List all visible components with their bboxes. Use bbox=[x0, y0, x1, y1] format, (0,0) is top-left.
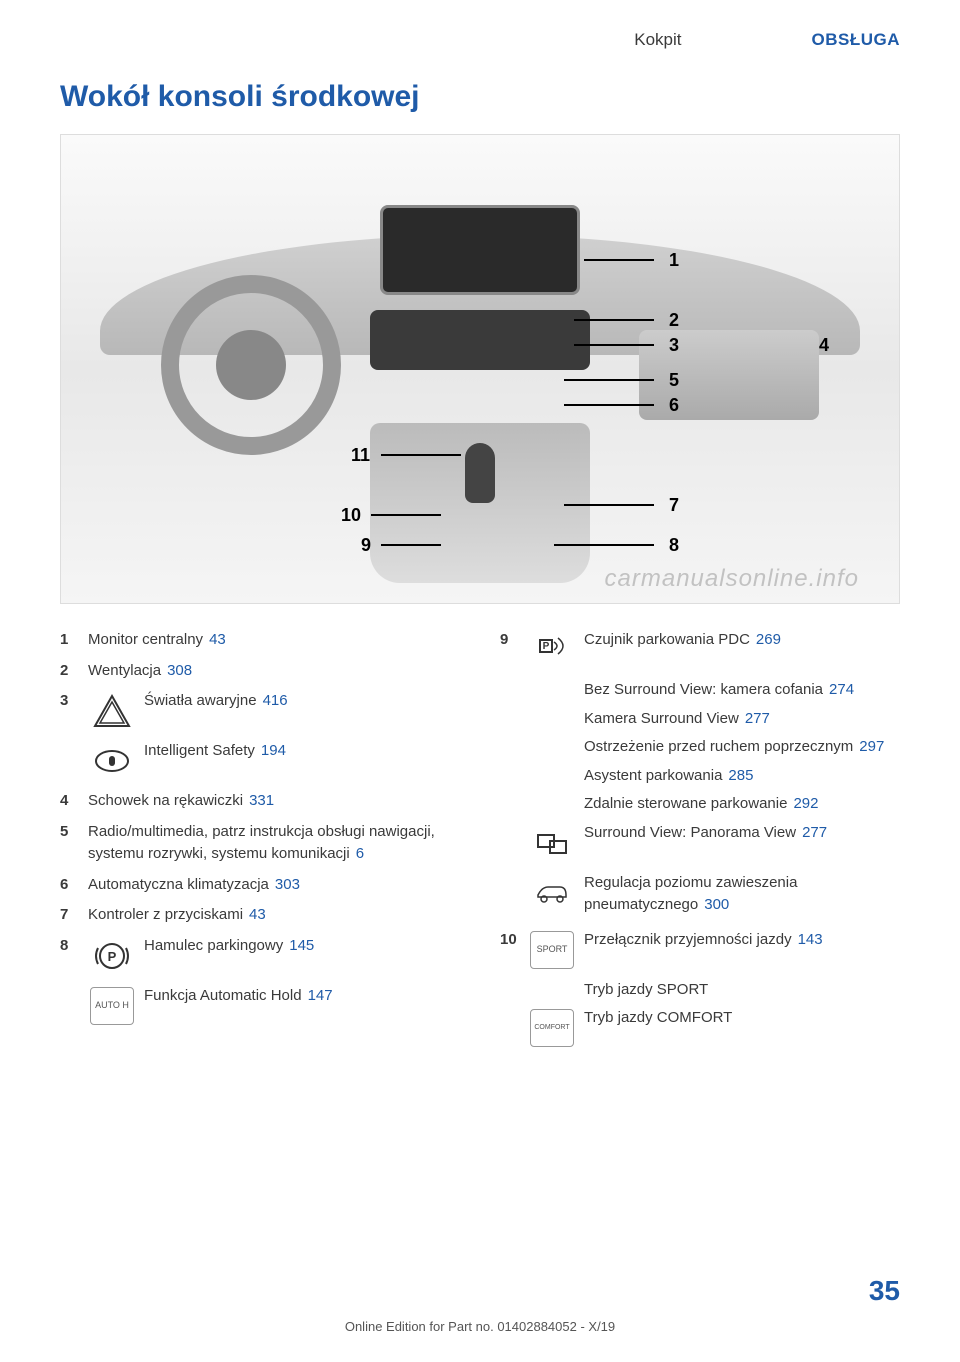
center-console-diagram: 1 2 3 4 5 6 7 8 9 10 11 carmanualsonline… bbox=[60, 134, 900, 604]
page-ref: 43 bbox=[209, 631, 226, 648]
item-number: 4 bbox=[60, 790, 88, 813]
item-text: Funkcja Automatic Hold147 bbox=[144, 985, 460, 1027]
page-ref: 292 bbox=[793, 795, 818, 812]
list-sub-item: Intelligent Safety194 bbox=[88, 740, 460, 782]
list-item: 9 P Czujnik parkowania PDC269 bbox=[500, 629, 900, 671]
svg-text:P: P bbox=[543, 641, 550, 652]
page-header: Kokpit OBSŁUGA bbox=[60, 30, 900, 50]
page-ref: 416 bbox=[263, 692, 288, 709]
page-ref: 331 bbox=[249, 792, 274, 809]
list-item: 1 Monitor centralny43 bbox=[60, 629, 460, 652]
page-number: 35 bbox=[869, 1275, 900, 1307]
auto-hold-icon: AUTO H bbox=[88, 985, 136, 1027]
center-screen-shape bbox=[380, 205, 580, 295]
callout-9: 9 bbox=[361, 535, 371, 556]
list-item: 6 Automatyczna klimatyzacja303 bbox=[60, 874, 460, 897]
page-ref: 308 bbox=[167, 662, 192, 679]
callout-5: 5 bbox=[669, 370, 679, 391]
watermark: carmanualsonline.info bbox=[605, 565, 859, 593]
list-item: 3 Światła awaryjne416 bbox=[60, 690, 460, 732]
sport-mode-icon: SPORT bbox=[528, 929, 576, 971]
item-text: Światła awaryjne416 bbox=[144, 690, 460, 713]
item-number: 7 bbox=[60, 904, 88, 927]
callout-3: 3 bbox=[669, 335, 679, 356]
callout-10: 10 bbox=[341, 505, 361, 526]
page-ref: 277 bbox=[745, 710, 770, 727]
list-item: 2 Wentylacja308 bbox=[60, 660, 460, 683]
item-text-group: Tryb jazdy SPORT bbox=[584, 979, 900, 1002]
list-item: 7 Kontroler z przyciskami43 bbox=[60, 904, 460, 927]
panorama-view-icon bbox=[528, 822, 576, 864]
item-text: Radio/multimedia, patrz instrukcja obsłu… bbox=[88, 821, 460, 866]
callout-2: 2 bbox=[669, 310, 679, 331]
item-text: Automatyczna klimatyzacja303 bbox=[88, 874, 460, 897]
page-ref: 145 bbox=[289, 937, 314, 954]
callout-11: 11 bbox=[351, 445, 370, 466]
item-number: 9 bbox=[500, 629, 528, 652]
page-ref: 6 bbox=[356, 845, 364, 862]
left-column: 1 Monitor centralny43 2 Wentylacja308 3 … bbox=[60, 629, 460, 1057]
list-sub-item: COMFORT Tryb jazdy COMFORT bbox=[528, 1007, 900, 1049]
callout-7: 7 bbox=[669, 495, 679, 516]
page-ref: 285 bbox=[728, 767, 753, 784]
intelligent-safety-icon bbox=[88, 740, 136, 782]
page-ref: 297 bbox=[859, 738, 884, 755]
steering-center-shape bbox=[216, 330, 286, 400]
item-text: Regulacja poziomu zawieszenia pneumatycz… bbox=[584, 872, 900, 917]
item-text: Przełącznik przyjemności jazdy143 bbox=[584, 929, 900, 952]
page-ref: 277 bbox=[802, 824, 827, 841]
item-number: 5 bbox=[60, 821, 88, 844]
header-section-title: OBSŁUGA bbox=[812, 30, 901, 50]
item-number: 8 bbox=[60, 935, 88, 958]
item-text-group: Bez Surround View: kamera cofania274 Kam… bbox=[584, 679, 900, 816]
glovebox-shape bbox=[639, 330, 819, 420]
pdc-sensor-icon: P bbox=[528, 629, 576, 671]
item-text: Kontroler z przyciskami43 bbox=[88, 904, 460, 927]
parking-brake-icon: P bbox=[88, 935, 136, 977]
page-ref: 303 bbox=[275, 876, 300, 893]
page-ref: 194 bbox=[261, 742, 286, 759]
callout-6: 6 bbox=[669, 395, 679, 416]
svg-text:P: P bbox=[108, 949, 117, 964]
list-item: 4 Schowek na rękawiczki331 bbox=[60, 790, 460, 813]
item-number: 2 bbox=[60, 660, 88, 683]
suspension-icon bbox=[528, 872, 576, 914]
list-item: 8 P Hamulec parkingowy145 bbox=[60, 935, 460, 977]
callout-4: 4 bbox=[819, 335, 829, 356]
list-item: 10 SPORT Przełącznik przyjemności jazdy1… bbox=[500, 929, 900, 971]
page-ref: 147 bbox=[308, 987, 333, 1004]
page-ref: 143 bbox=[798, 931, 823, 948]
callout-8: 8 bbox=[669, 535, 679, 556]
page-ref: 274 bbox=[829, 681, 854, 698]
item-text: Monitor centralny43 bbox=[88, 629, 460, 652]
header-subtitle: Kokpit bbox=[634, 30, 681, 50]
item-number: 1 bbox=[60, 629, 88, 652]
item-number: 10 bbox=[500, 929, 528, 952]
hazard-triangle-icon bbox=[88, 690, 136, 732]
callout-1: 1 bbox=[669, 250, 679, 271]
page-ref: 300 bbox=[704, 896, 729, 913]
page-ref: 269 bbox=[756, 631, 781, 648]
center-vents-shape bbox=[370, 310, 590, 370]
list-sub-item: AUTO H Funkcja Automatic Hold147 bbox=[88, 985, 460, 1027]
shifter-shape bbox=[465, 443, 495, 503]
item-text: Tryb jazdy COMFORT bbox=[584, 1007, 900, 1049]
page-ref: 43 bbox=[249, 906, 266, 923]
main-heading: Wokół konsoli środkowej bbox=[60, 80, 900, 114]
list-item: 5 Radio/multimedia, patrz instrukcja obs… bbox=[60, 821, 460, 866]
item-text: Schowek na rękawiczki331 bbox=[88, 790, 460, 813]
list-sub-item: Regulacja poziomu zawieszenia pneumatycz… bbox=[528, 872, 900, 917]
item-text: Intelligent Safety194 bbox=[144, 740, 460, 782]
item-text: Wentylacja308 bbox=[88, 660, 460, 683]
footer-text: Online Edition for Part no. 01402884052 … bbox=[0, 1319, 960, 1334]
item-text: Czujnik parkowania PDC269 bbox=[584, 629, 900, 652]
item-text: Hamulec parkingowy145 bbox=[144, 935, 460, 958]
item-number: 3 bbox=[60, 690, 88, 713]
right-column: 9 P Czujnik parkowania PDC269 Bez Surrou… bbox=[500, 629, 900, 1057]
comfort-mode-icon: COMFORT bbox=[528, 1007, 576, 1049]
list-sub-item: Surround View: Panorama View277 bbox=[528, 822, 900, 864]
item-number: 6 bbox=[60, 874, 88, 897]
item-text: Surround View: Panorama View277 bbox=[584, 822, 900, 864]
